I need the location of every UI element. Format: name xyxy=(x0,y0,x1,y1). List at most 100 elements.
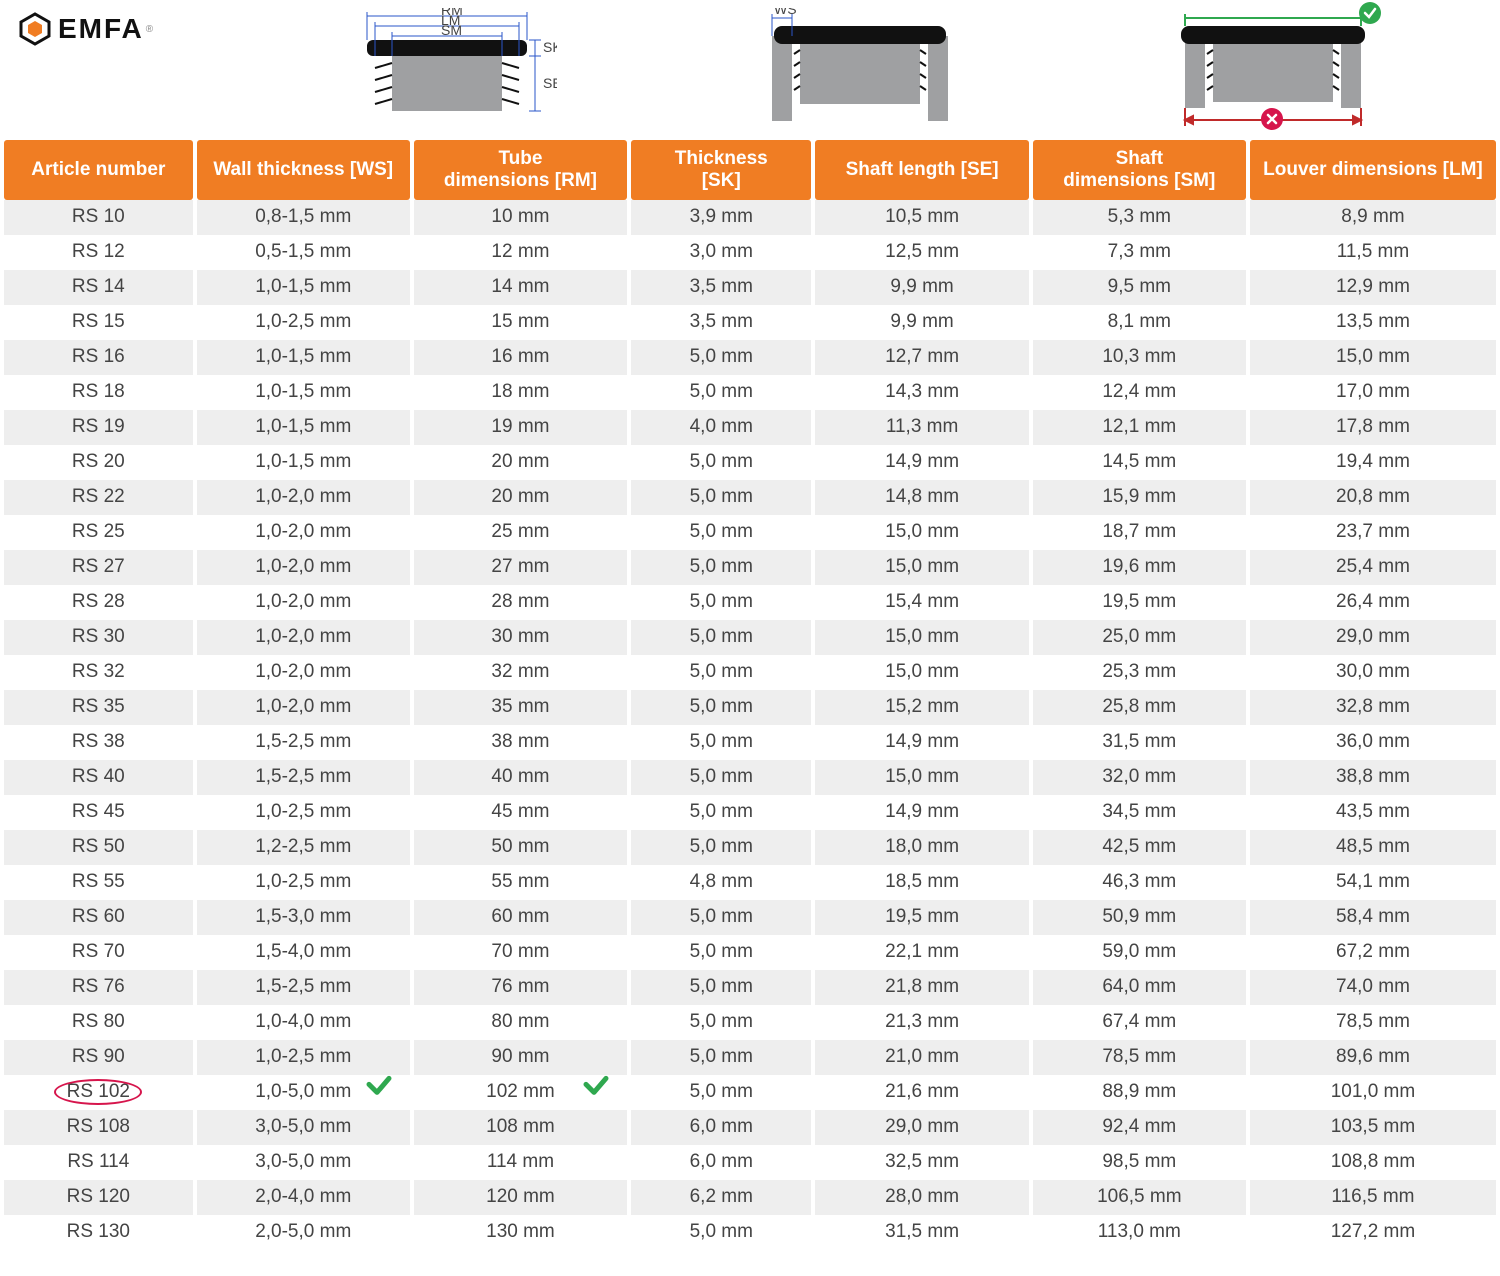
cell-se: 22,1 mm xyxy=(815,935,1028,970)
cell-se: 18,5 mm xyxy=(815,865,1028,900)
cell-lm: 127,2 mm xyxy=(1250,1215,1496,1250)
cell-rm: 30 mm xyxy=(414,620,627,655)
cell-rm: 16 mm xyxy=(414,340,627,375)
cell-sm: 46,3 mm xyxy=(1033,865,1246,900)
cell-rm: 27 mm xyxy=(414,550,627,585)
table-row: RS 201,0-1,5 mm20 mm5,0 mm14,9 mm14,5 mm… xyxy=(4,445,1496,480)
spec-table: Article number Wall thickness [WS] Tubed… xyxy=(0,140,1500,1250)
cell-article: RS 108 xyxy=(4,1110,193,1145)
col-header-ws: Wall thickness [WS] xyxy=(197,140,410,200)
cell-sm: 15,9 mm xyxy=(1033,480,1246,515)
cell-lm: 103,5 mm xyxy=(1250,1110,1496,1145)
cell-ws: 1,0-2,0 mm xyxy=(197,515,410,550)
cell-article: RS 70 xyxy=(4,935,193,970)
cell-ws: 0,8-1,5 mm xyxy=(197,200,410,235)
cell-se: 15,2 mm xyxy=(815,690,1028,725)
cell-sm: 8,1 mm xyxy=(1033,305,1246,340)
cell-sm: 7,3 mm xyxy=(1033,235,1246,270)
cell-ws: 1,5-4,0 mm xyxy=(197,935,410,970)
cell-se: 15,0 mm xyxy=(815,550,1028,585)
cell-ws: 1,0-2,0 mm xyxy=(197,480,410,515)
cell-article: RS 130 xyxy=(4,1215,193,1250)
cell-rm: 114 mm xyxy=(414,1145,627,1180)
cell-rm: 40 mm xyxy=(414,760,627,795)
table-row: RS 1302,0-5,0 mm130 mm5,0 mm31,5 mm113,0… xyxy=(4,1215,1496,1250)
cell-se: 14,9 mm xyxy=(815,795,1028,830)
cell-ws: 1,0-2,5 mm xyxy=(197,795,410,830)
table-row: RS 761,5-2,5 mm76 mm5,0 mm21,8 mm64,0 mm… xyxy=(4,970,1496,1005)
cell-se: 21,3 mm xyxy=(815,1005,1028,1040)
cell-rm: 90 mm xyxy=(414,1040,627,1075)
cell-sk: 6,2 mm xyxy=(631,1180,811,1215)
cell-se: 29,0 mm xyxy=(815,1110,1028,1145)
cell-sm: 5,3 mm xyxy=(1033,200,1246,235)
col-header-se: Shaft length [SE] xyxy=(815,140,1028,200)
cell-article: RS 76 xyxy=(4,970,193,1005)
diagram-good-bad-fit xyxy=(1163,8,1383,128)
cell-ws: 1,0-2,5 mm xyxy=(197,305,410,340)
cell-rm: 32 mm xyxy=(414,655,627,690)
check-icon xyxy=(366,1075,392,1107)
cell-sk: 5,0 mm xyxy=(631,830,811,865)
cell-se: 11,3 mm xyxy=(815,410,1028,445)
cell-article: RS 25 xyxy=(4,515,193,550)
table-row: RS 401,5-2,5 mm40 mm5,0 mm15,0 mm32,0 mm… xyxy=(4,760,1496,795)
cell-article: RS 19 xyxy=(4,410,193,445)
cell-lm: 67,2 mm xyxy=(1250,935,1496,970)
cell-se: 28,0 mm xyxy=(815,1180,1028,1215)
svg-text:SK: SK xyxy=(543,39,557,55)
cell-sm: 67,4 mm xyxy=(1033,1005,1246,1040)
cell-sk: 5,0 mm xyxy=(631,1075,811,1110)
cell-sm: 19,6 mm xyxy=(1033,550,1246,585)
cell-ws: 1,0-2,0 mm xyxy=(197,690,410,725)
table-row: RS 601,5-3,0 mm60 mm5,0 mm19,5 mm50,9 mm… xyxy=(4,900,1496,935)
cell-rm: 108 mm xyxy=(414,1110,627,1145)
cell-ws: 1,0-1,5 mm xyxy=(197,410,410,445)
cell-ws: 1,0-1,5 mm xyxy=(197,270,410,305)
cell-lm: 20,8 mm xyxy=(1250,480,1496,515)
cell-se: 14,9 mm xyxy=(815,725,1028,760)
table-row: RS 120,5-1,5 mm12 mm3,0 mm12,5 mm7,3 mm1… xyxy=(4,235,1496,270)
cell-sk: 3,0 mm xyxy=(631,235,811,270)
table-row: RS 221,0-2,0 mm20 mm5,0 mm14,8 mm15,9 mm… xyxy=(4,480,1496,515)
table-row: RS 501,2-2,5 mm50 mm5,0 mm18,0 mm42,5 mm… xyxy=(4,830,1496,865)
cell-sm: 31,5 mm xyxy=(1033,725,1246,760)
cell-se: 10,5 mm xyxy=(815,200,1028,235)
table-row: RS 271,0-2,0 mm27 mm5,0 mm15,0 mm19,6 mm… xyxy=(4,550,1496,585)
cell-sm: 59,0 mm xyxy=(1033,935,1246,970)
cell-sm: 34,5 mm xyxy=(1033,795,1246,830)
cell-lm: 13,5 mm xyxy=(1250,305,1496,340)
cell-sm: 32,0 mm xyxy=(1033,760,1246,795)
col-header-sk: Thickness[SK] xyxy=(631,140,811,200)
table-row: RS 1202,0-4,0 mm120 mm6,2 mm28,0 mm106,5… xyxy=(4,1180,1496,1215)
table-row: RS 191,0-1,5 mm19 mm4,0 mm11,3 mm12,1 mm… xyxy=(4,410,1496,445)
table-row: RS 901,0-2,5 mm90 mm5,0 mm21,0 mm78,5 mm… xyxy=(4,1040,1496,1075)
table-row: RS 141,0-1,5 mm14 mm3,5 mm9,9 mm9,5 mm12… xyxy=(4,270,1496,305)
cell-lm: 43,5 mm xyxy=(1250,795,1496,830)
cell-ws: 1,0-4,0 mm xyxy=(197,1005,410,1040)
col-header-sm: Shaftdimensions [SM] xyxy=(1033,140,1246,200)
cell-lm: 17,8 mm xyxy=(1250,410,1496,445)
table-row: RS 151,0-2,5 mm15 mm3,5 mm9,9 mm8,1 mm13… xyxy=(4,305,1496,340)
cell-sm: 18,7 mm xyxy=(1033,515,1246,550)
cell-sm: 88,9 mm xyxy=(1033,1075,1246,1110)
cell-ws: 3,0-5,0 mm xyxy=(197,1110,410,1145)
cell-se: 9,9 mm xyxy=(815,270,1028,305)
cell-ws: 3,0-5,0 mm xyxy=(197,1145,410,1180)
table-row: RS 281,0-2,0 mm28 mm5,0 mm15,4 mm19,5 mm… xyxy=(4,585,1496,620)
cell-lm: 36,0 mm xyxy=(1250,725,1496,760)
cell-sk: 5,0 mm xyxy=(631,935,811,970)
cell-sm: 25,8 mm xyxy=(1033,690,1246,725)
cell-sk: 5,0 mm xyxy=(631,655,811,690)
cell-sk: 5,0 mm xyxy=(631,585,811,620)
table-row: RS 1143,0-5,0 mm114 mm6,0 mm32,5 mm98,5 … xyxy=(4,1145,1496,1180)
cell-article: RS 60 xyxy=(4,900,193,935)
svg-text:SE: SE xyxy=(543,75,557,91)
cell-sk: 6,0 mm xyxy=(631,1110,811,1145)
cell-ws: 1,5-2,5 mm xyxy=(197,725,410,760)
cell-rm: 55 mm xyxy=(414,865,627,900)
cell-ws: 1,0-2,0 mm xyxy=(197,620,410,655)
cell-ws: 1,0-1,5 mm xyxy=(197,340,410,375)
cell-sm: 9,5 mm xyxy=(1033,270,1246,305)
cell-lm: 19,4 mm xyxy=(1250,445,1496,480)
